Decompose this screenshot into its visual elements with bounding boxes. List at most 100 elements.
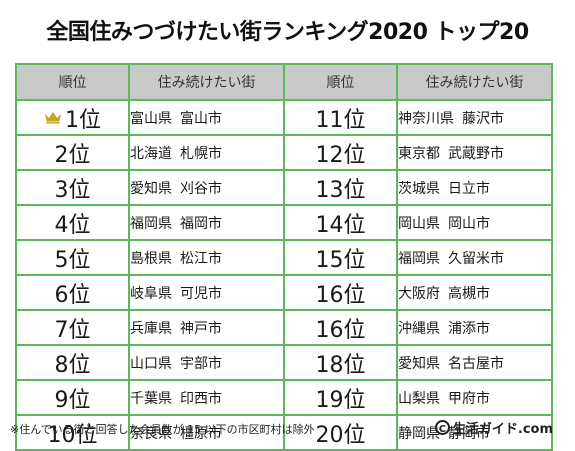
- city-cell: 岐阜県 可児市: [128, 274, 285, 311]
- city-name: 神戸市: [180, 320, 222, 337]
- rank-cell: 12位: [283, 134, 398, 171]
- table-header-row: 順位 住み続けたい街 順位 住み続けたい街: [15, 63, 553, 101]
- city-name: 静岡市: [448, 425, 490, 442]
- rank-label: 1位: [65, 107, 101, 133]
- rank-label: 7位: [54, 317, 91, 343]
- city-cell: 大阪府 高槻市: [396, 274, 553, 311]
- city-name: 刈谷市: [180, 180, 222, 197]
- rank-cell: 15位: [283, 239, 398, 276]
- city-cell: 島根県 松江市: [128, 239, 285, 276]
- footnote: ※住んでいる街と回答した会員数が 15 以下の市区町村は除外: [10, 423, 315, 436]
- prefecture-name: 千葉県: [130, 390, 172, 407]
- site-logo: C 生活ガイド.com: [434, 418, 553, 437]
- table-row: 2位 北海道 札幌市 12位 東京都 武蔵野市: [15, 134, 553, 171]
- city-name: 日立市: [448, 180, 490, 197]
- city-name: 松江市: [180, 250, 222, 267]
- city-cell: 北海道 札幌市: [128, 134, 285, 171]
- city-cell: 山梨県 甲府市: [396, 379, 553, 416]
- rank-label: 2位: [54, 142, 91, 168]
- city-cell: 茨城県 日立市: [396, 169, 553, 206]
- prefecture-name: 富山県: [130, 110, 172, 127]
- rank-label: 4位: [54, 212, 91, 238]
- city-cell: 沖縄県 浦添市: [396, 309, 553, 346]
- city-cell: 兵庫県 神戸市: [128, 309, 285, 346]
- city-cell: 岡山県 岡山市: [396, 204, 553, 241]
- city-cell: 東京都 武蔵野市: [396, 134, 553, 171]
- rank-label: 14位: [315, 212, 366, 238]
- table-row: 9位 千葉県 印西市 19位 山梨県 甲府市: [15, 379, 553, 416]
- ranking-table: 順位 住み続けたい街 順位 住み続けたい街 1位 富山県 富山市 11位 神奈川県 藤沢市…: [15, 63, 553, 451]
- rank-cell: 19位: [283, 379, 398, 416]
- city-name: 橿原市: [180, 425, 222, 442]
- rank-cell: 16位: [283, 309, 398, 346]
- city-cell: 神奈川県 藤沢市: [396, 99, 553, 136]
- rank-cell: 18位: [283, 344, 398, 381]
- rank-cell: 4位: [15, 204, 130, 241]
- column-header-city: 住み続けたい街: [128, 63, 285, 101]
- city-name: 浦添市: [448, 320, 490, 337]
- table-row: 7位 兵庫県 神戸市 16位 沖縄県 浦添市: [15, 309, 553, 346]
- prefecture-name: 愛知県: [398, 355, 440, 372]
- city-name: 名古屋市: [448, 355, 504, 372]
- table-row: 4位 福岡県 福岡市 14位 岡山県 岡山市: [15, 204, 553, 241]
- column-header-city: 住み続けたい街: [396, 63, 553, 101]
- city-name: 藤沢市: [462, 110, 504, 127]
- rank-cell: 20位: [283, 414, 398, 451]
- city-cell: 福岡県 福岡市: [128, 204, 285, 241]
- prefecture-name: 東京都: [398, 145, 440, 162]
- site-name: 生活ガイド.com: [452, 422, 553, 437]
- rank-cell: 14位: [283, 204, 398, 241]
- rank-label: 9位: [54, 387, 91, 413]
- rank-label: 15位: [315, 247, 366, 273]
- crown-icon: [45, 112, 61, 124]
- copyright-icon: C: [434, 420, 450, 435]
- prefecture-name: 奈良県: [130, 425, 172, 442]
- rank-cell: 7位: [15, 309, 130, 346]
- city-cell: 愛知県 名古屋市: [396, 344, 553, 381]
- city-cell: 千葉県 印西市: [128, 379, 285, 416]
- table-row: 10位 奈良県 橿原市 20位 静岡県 静岡市: [15, 414, 553, 451]
- city-name: 札幌市: [180, 145, 222, 162]
- rank-cell: 11位: [283, 99, 398, 136]
- rank-cell: 2位: [15, 134, 130, 171]
- city-name: 福岡市: [180, 215, 222, 232]
- rank-label: 13位: [315, 177, 366, 203]
- city-name: 宇部市: [180, 355, 222, 372]
- rank-label: 10位: [47, 422, 98, 448]
- prefecture-name: 島根県: [130, 250, 172, 267]
- prefecture-name: 福岡県: [398, 250, 440, 267]
- rank-label: 6位: [54, 282, 91, 308]
- city-name: 武蔵野市: [448, 145, 504, 162]
- rank-label: 11位: [315, 107, 366, 133]
- prefecture-name: 沖縄県: [398, 320, 440, 337]
- prefecture-name: 岡山県: [398, 215, 440, 232]
- rank-cell: 6位: [15, 274, 130, 311]
- table-row: 6位 岐阜県 可児市 16位 大阪府 高槻市: [15, 274, 553, 311]
- prefecture-name: 山梨県: [398, 390, 440, 407]
- city-cell: 山口県 宇部市: [128, 344, 285, 381]
- prefecture-name: 兵庫県: [130, 320, 172, 337]
- city-cell: 富山県 富山市: [128, 99, 285, 136]
- table-row: 1位 富山県 富山市 11位 神奈川県 藤沢市: [15, 99, 553, 136]
- rank-label: 12位: [315, 142, 366, 168]
- table-row: 5位 島根県 松江市 15位 福岡県 久留米市: [15, 239, 553, 276]
- rank-label: 18位: [315, 352, 366, 378]
- rank-cell: 1位: [15, 99, 130, 136]
- prefecture-name: 大阪府: [398, 285, 440, 302]
- city-name: 富山市: [180, 110, 222, 127]
- city-name: 高槻市: [448, 285, 490, 302]
- prefecture-name: 北海道: [130, 145, 172, 162]
- page-title: 全国住みつづけたい街ランキング2020 トップ20: [46, 20, 529, 45]
- prefecture-name: 岐阜県: [130, 285, 172, 302]
- prefecture-name: 静岡県: [398, 425, 440, 442]
- city-cell: 愛知県 刈谷市: [128, 169, 285, 206]
- rank-cell: 9位: [15, 379, 130, 416]
- city-name: 久留米市: [448, 250, 504, 267]
- city-name: 可児市: [180, 285, 222, 302]
- column-header-rank: 順位: [15, 63, 130, 101]
- rank-label: 16位: [315, 282, 366, 308]
- rank-cell: 3位: [15, 169, 130, 206]
- table-row: 3位 愛知県 刈谷市 13位 茨城県 日立市: [15, 169, 553, 206]
- city-name: 印西市: [180, 390, 222, 407]
- rank-cell: 16位: [283, 274, 398, 311]
